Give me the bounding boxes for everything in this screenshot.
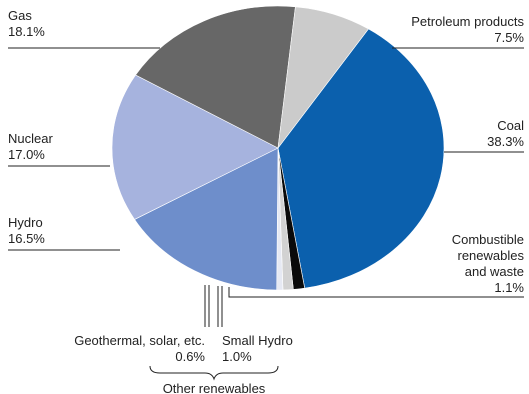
label-coal-value: 38.3% — [487, 134, 524, 149]
pie-slice-hydro — [134, 147, 279, 291]
label-gas-name: Gas — [8, 8, 32, 23]
label-coal-name: Coal — [497, 118, 524, 133]
label-nuclear-value: 17.0% — [8, 147, 45, 162]
label-petroleum-value: 7.5% — [494, 30, 524, 45]
label-combustible-line1: Combustible — [452, 232, 524, 247]
label-nuclear-name: Nuclear — [8, 131, 53, 146]
leader-small-hydro — [217, 286, 223, 327]
label-hydro-value: 16.5% — [8, 231, 45, 246]
label-small-hydro-value: 1.0% — [222, 349, 252, 364]
label-geothermal-value: 0.6% — [175, 349, 205, 364]
label-petroleum-name: Petroleum products — [411, 14, 524, 29]
pie-slice-nuclear — [111, 74, 279, 220]
label-combustible-line3: and waste — [465, 264, 524, 279]
label-gas-value: 18.1% — [8, 24, 45, 39]
leader-lines — [8, 47, 524, 327]
leader-geothermal — [204, 285, 210, 327]
label-combustible-line2: renewables — [458, 248, 525, 263]
label-other-renewables: Other renewables — [163, 381, 266, 394]
pie-slice-petroleum-products — [277, 6, 369, 150]
label-small-hydro-name: Small Hydro — [222, 333, 293, 348]
pie-slice-gas — [135, 5, 296, 149]
label-geothermal-name: Geothermal, solar, etc. — [74, 333, 205, 348]
leader-combustible — [228, 287, 524, 298]
label-hydro-name: Hydro — [8, 215, 43, 230]
other-renewables-brace — [149, 365, 279, 381]
pie-slices — [111, 5, 445, 291]
label-combustible-value: 1.1% — [494, 280, 524, 295]
